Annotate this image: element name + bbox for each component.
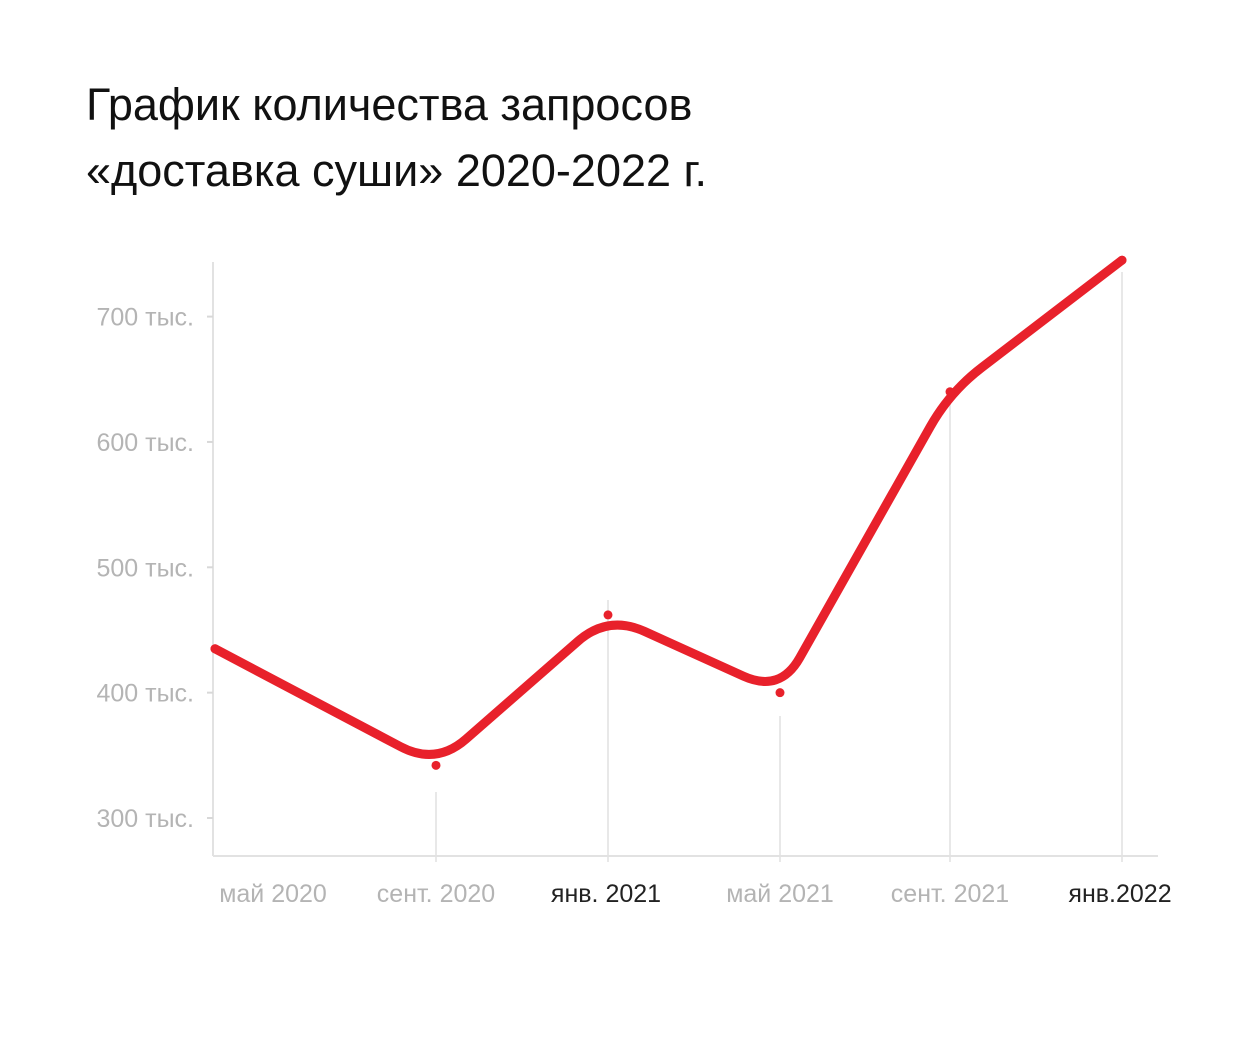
data-point-6 (1117, 255, 1127, 265)
data-point-2 (431, 760, 441, 770)
y-tick-label-2: 400 тыс. (96, 680, 194, 708)
x-tick-label-2: сент. 2020 (377, 880, 495, 908)
y-tick-label-5: 700 тыс. (96, 304, 194, 332)
chart-title: График количества запросов «доставка суш… (86, 72, 1186, 204)
y-tick-label-1: 300 тыс. (96, 805, 194, 833)
x-tick-label-4: май 2021 (726, 880, 834, 908)
data-point-1 (210, 644, 220, 654)
y-tick-label-3: 500 тыс. (96, 554, 194, 582)
x-tick-label-3: янв. 2021 (551, 880, 661, 908)
chart-title-line1: График количества запросов (86, 79, 693, 130)
data-point-3 (603, 610, 613, 620)
chart-title-line2: «доставка суши» 2020-2022 г. (86, 145, 707, 196)
x-tick-label-5: сент. 2021 (891, 880, 1009, 908)
data-point-4 (775, 688, 785, 698)
y-tick-label-4: 600 тыс. (96, 429, 194, 457)
x-tick-label-6: янв.2022 (1068, 880, 1171, 908)
x-tick-label-1: май 2020 (219, 880, 327, 908)
series-line (210, 255, 1127, 759)
data-point-5 (945, 387, 955, 397)
